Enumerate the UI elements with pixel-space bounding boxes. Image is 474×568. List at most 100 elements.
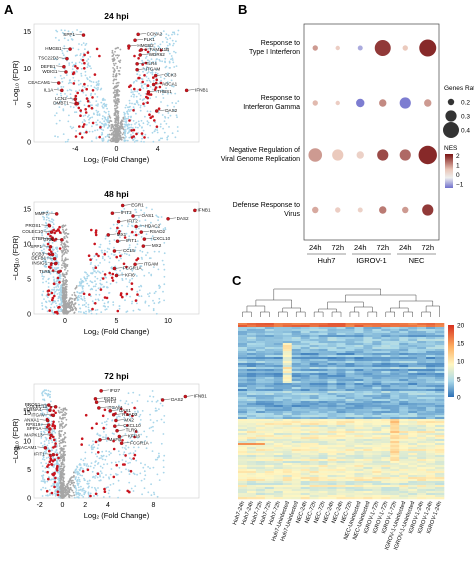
heatmap-cell bbox=[435, 341, 445, 344]
background-point bbox=[62, 54, 65, 57]
heatmap-cell bbox=[327, 371, 337, 374]
significant-point bbox=[48, 309, 51, 312]
background-point bbox=[94, 309, 97, 312]
background-point bbox=[134, 208, 137, 211]
background-point bbox=[65, 412, 68, 415]
dendrogram bbox=[242, 288, 440, 317]
background-point bbox=[136, 473, 139, 476]
background-point bbox=[132, 120, 135, 122]
background-point bbox=[40, 462, 43, 464]
background-point bbox=[162, 471, 165, 474]
heatmap-cell bbox=[238, 363, 248, 366]
significant-point bbox=[83, 123, 86, 126]
significant-point bbox=[87, 254, 91, 257]
background-point bbox=[105, 455, 108, 458]
background-point bbox=[52, 219, 55, 222]
background-point bbox=[65, 311, 67, 314]
background-point bbox=[167, 50, 170, 53]
heatmap-cell bbox=[318, 359, 328, 362]
background-point bbox=[131, 439, 133, 442]
background-point bbox=[129, 457, 131, 459]
background-point bbox=[70, 82, 73, 84]
heatmap-cell bbox=[291, 329, 301, 332]
significant-point bbox=[123, 236, 127, 239]
heatmap-cell bbox=[363, 391, 373, 394]
background-point bbox=[108, 133, 111, 136]
background-point bbox=[114, 118, 117, 121]
background-point bbox=[61, 487, 63, 490]
heatmap-cell bbox=[309, 327, 319, 330]
heatmap-cell bbox=[264, 353, 275, 356]
heatmap-cell bbox=[264, 365, 275, 368]
background-point bbox=[71, 71, 74, 73]
background-point bbox=[76, 470, 78, 473]
heatmap-cell bbox=[345, 359, 355, 362]
background-point bbox=[93, 86, 96, 89]
enrichment-dot bbox=[402, 206, 409, 214]
background-point bbox=[124, 128, 127, 131]
significant-point bbox=[141, 63, 144, 66]
significant-point bbox=[105, 296, 109, 300]
heatmap-cell bbox=[408, 379, 418, 382]
enrichment-dot bbox=[399, 97, 411, 109]
background-point bbox=[148, 272, 150, 274]
heatmap-cell bbox=[300, 393, 310, 396]
gene-label: ITGAM bbox=[146, 67, 161, 72]
background-point bbox=[54, 490, 57, 493]
background-point bbox=[162, 30, 165, 32]
dendrogram-branch bbox=[313, 311, 324, 317]
background-point bbox=[117, 60, 120, 62]
background-point bbox=[60, 289, 62, 292]
background-point bbox=[124, 106, 127, 109]
background-point bbox=[104, 427, 107, 430]
background-point bbox=[52, 226, 54, 229]
background-point bbox=[171, 59, 174, 61]
background-point bbox=[81, 286, 84, 289]
significant-point bbox=[74, 94, 78, 98]
background-point bbox=[114, 74, 117, 77]
background-point bbox=[105, 103, 108, 106]
heatmap-cell bbox=[363, 347, 373, 350]
background-point bbox=[108, 450, 111, 453]
background-point bbox=[41, 294, 44, 297]
background-point bbox=[91, 104, 93, 107]
significant-point bbox=[46, 470, 49, 474]
heatmap-cell bbox=[372, 349, 382, 352]
background-point bbox=[57, 136, 59, 138]
heatmap-cell bbox=[273, 367, 284, 370]
dendrogram-branch bbox=[295, 311, 306, 317]
background-point bbox=[153, 302, 156, 305]
background-point bbox=[51, 267, 54, 269]
significant-point bbox=[78, 132, 82, 135]
background-point bbox=[64, 229, 67, 232]
background-point bbox=[134, 450, 137, 452]
heatmap-cell bbox=[264, 355, 275, 358]
heatmap-cell bbox=[282, 325, 293, 328]
heatmap-cell bbox=[309, 343, 319, 346]
significant-point bbox=[58, 281, 61, 284]
background-point bbox=[74, 491, 77, 493]
background-point bbox=[131, 401, 134, 404]
significant-point bbox=[143, 136, 146, 139]
heatmap-cell bbox=[354, 363, 364, 366]
heatmap-cell bbox=[264, 389, 275, 392]
heatmap-cell bbox=[390, 365, 400, 368]
background-point bbox=[45, 429, 48, 431]
heatmap-cell bbox=[273, 393, 284, 396]
background-point bbox=[113, 100, 116, 103]
significant-point bbox=[54, 411, 57, 415]
heatmap-cell bbox=[390, 385, 400, 388]
gene-point bbox=[106, 233, 111, 237]
background-point bbox=[144, 300, 147, 303]
heatmap-cell bbox=[372, 373, 382, 376]
significant-point bbox=[47, 293, 50, 296]
heatmap-cell bbox=[291, 393, 301, 396]
background-point bbox=[66, 492, 69, 494]
heatmap-cell bbox=[318, 367, 328, 370]
significant-point bbox=[49, 406, 53, 409]
background-point bbox=[58, 420, 60, 423]
background-point bbox=[88, 121, 91, 124]
heatmap-cell bbox=[300, 383, 310, 386]
heatmap-cell bbox=[327, 337, 337, 340]
significant-point bbox=[50, 491, 54, 495]
